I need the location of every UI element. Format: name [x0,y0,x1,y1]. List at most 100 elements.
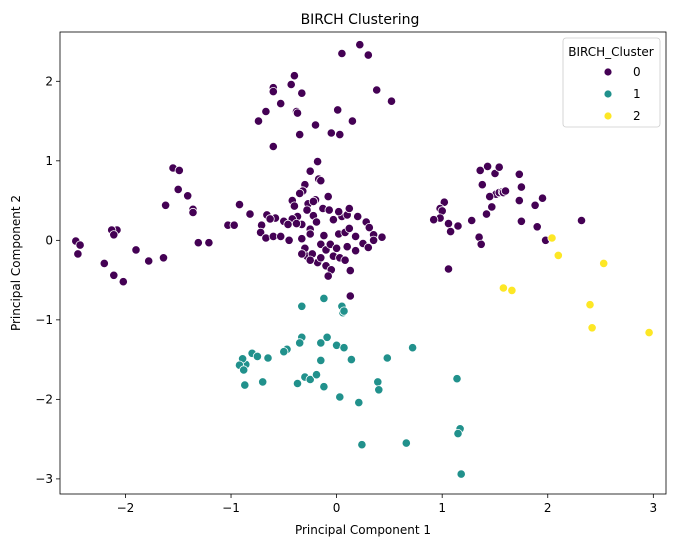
data-point-cluster-0 [363,242,373,253]
data-point-cluster-0 [268,87,278,97]
x-axis: −2 −1 0 1 2 3 [117,494,657,515]
data-point-cluster-2 [547,233,557,243]
data-point-cluster-0 [350,231,361,241]
data-point-cluster-0 [467,215,477,226]
legend-entry: 1 [603,87,641,101]
data-point-cluster-0 [532,222,542,232]
x-tick-label: 1 [438,501,446,515]
data-point-cluster-0 [174,165,184,175]
data-point-cluster-0 [295,188,305,198]
data-point-cluster-0 [340,255,350,265]
data-point-cluster-0 [305,255,315,265]
data-point-cluster-0 [316,253,326,263]
data-point-cluster-1 [335,392,345,402]
data-point-cluster-1 [319,293,329,303]
data-point-cluster-0 [284,235,294,245]
data-point-cluster-1 [453,428,463,439]
data-point-cluster-0 [261,233,271,243]
legend-marker [603,67,613,77]
legend-frame [562,37,661,128]
data-point-cluster-0 [229,220,239,230]
data-point-cluster-0 [342,242,352,252]
data-point-cluster-0 [261,106,271,117]
data-point-cluster-0 [73,249,83,259]
data-point-cluster-0 [439,197,449,207]
data-point-cluster-2 [587,323,597,333]
data-point-cluster-0 [429,215,439,225]
data-point-cluster-1 [252,351,262,361]
data-point-cluster-0 [144,256,154,266]
data-point-cluster-0 [368,235,379,245]
x-tick-label: −1 [222,501,240,515]
data-point-cluster-1 [316,338,326,348]
data-point-cluster-1 [354,397,364,408]
data-point-cluster-0 [310,120,321,130]
data-point-cluster-0 [193,238,203,248]
data-point-cluster-0 [476,239,486,249]
data-point-cluster-0 [475,165,485,175]
data-point-cluster-1 [374,385,384,395]
data-point-cluster-1 [339,343,349,353]
legend-label: 0 [633,65,641,79]
data-point-cluster-0 [481,209,492,219]
data-point-cluster-1 [263,353,273,363]
data-point-cluster-1 [292,378,303,389]
data-point-cluster-0 [445,227,456,237]
data-point-cluster-0 [173,184,183,194]
data-point-cluster-0 [328,215,338,225]
data-point-cluster-0 [347,116,357,126]
legend-title: BIRCH_Cluster [568,45,654,59]
legend-marker [603,89,613,99]
data-point-cluster-2 [553,250,563,260]
data-point-cluster-0 [183,191,193,201]
data-point-cluster-0 [487,202,497,212]
data-point-cluster-0 [265,214,275,224]
legend-label: 2 [633,109,641,123]
data-point-cluster-0 [75,240,85,250]
data-point-cluster-0 [337,48,347,59]
data-point-cluster-0 [514,169,524,179]
data-point-cluster-1 [239,365,249,375]
data-point-cluster-0 [319,231,329,241]
data-point-cluster-0 [297,249,307,259]
data-point-cluster-2 [599,258,609,268]
data-point-cluster-0 [326,128,336,138]
data-point-cluster-0 [443,219,454,229]
legend-entry: 0 [603,65,641,79]
data-point-cluster-0 [109,230,119,240]
data-point-cluster-1 [452,374,462,384]
data-point-cluster-0 [295,130,305,140]
data-point-cluster-0 [308,196,318,206]
data-point-cluster-2 [644,327,654,338]
data-point-cluster-1 [357,440,367,450]
data-point-cluster-0 [377,232,387,242]
data-point-cluster-1 [346,354,356,365]
x-tick-label: 0 [333,501,341,515]
data-point-cluster-0 [516,216,527,226]
data-point-cluster-0 [311,217,322,227]
data-point-cluster-0 [500,186,511,196]
y-tick-label: 1 [45,154,53,168]
y-tick-label: −3 [35,472,53,486]
data-point-cluster-1 [240,380,250,390]
data-point-cluster-0 [372,85,382,95]
data-point-cluster-0 [537,193,548,203]
data-point-cluster-0 [302,205,312,215]
y-axis-label: Principal Component 2 [9,195,23,331]
data-point-cluster-0 [334,207,344,217]
y-tick-label: −1 [35,313,53,327]
data-point-cluster-2 [498,283,508,293]
data-point-cluster-0 [324,205,334,215]
data-point-cluster-1 [258,377,268,387]
data-point-cluster-0 [530,200,540,210]
legend-marker [603,111,613,121]
data-point-cluster-1 [279,347,289,357]
data-point-cluster-1 [401,438,411,448]
data-point-cluster-1 [373,377,383,387]
x-tick-label: 2 [544,501,552,515]
legend: BIRCH_Cluster 0 1 2 [562,37,661,128]
y-axis: −3 −2 −1 0 1 2 [35,74,60,486]
data-point-cluster-1 [316,355,326,365]
data-point-cluster-0 [514,196,524,206]
